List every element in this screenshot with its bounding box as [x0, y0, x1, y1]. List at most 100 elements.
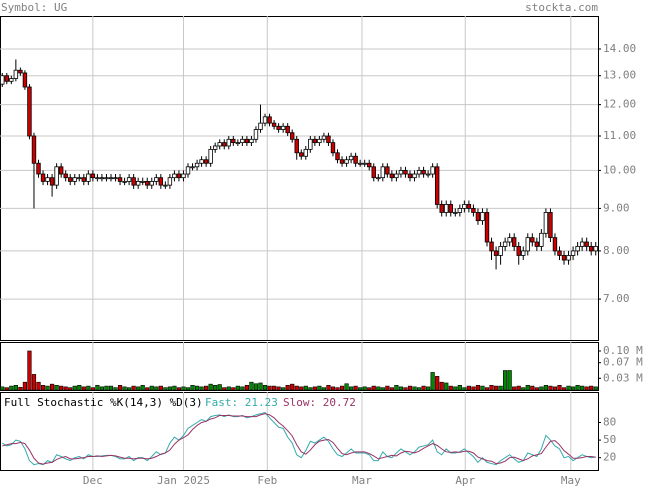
volume-bar: [9, 385, 14, 391]
indicator-line: [2, 413, 596, 465]
volume-bar: [117, 385, 123, 391]
candle-body: [308, 138, 313, 150]
y-tick-label: 0.03 M: [603, 371, 643, 384]
x-tick-label: Dec: [83, 474, 103, 486]
candle-body: [117, 177, 123, 182]
x-tick-label: Mar: [352, 474, 372, 486]
volume-bar: [59, 385, 64, 391]
volume-bar: [185, 387, 191, 391]
candle-body: [530, 237, 535, 243]
volume-bar: [140, 385, 145, 391]
candle-body: [376, 177, 381, 180]
y-tick-label: 80: [603, 415, 616, 428]
y-tick-label: 0.07 M: [603, 356, 643, 369]
candle-body: [371, 166, 376, 179]
candle-body: [203, 159, 209, 164]
volume-bar: [131, 385, 136, 391]
candle-body: [126, 177, 132, 182]
candle-body: [511, 237, 517, 247]
volume-bar: [40, 385, 46, 391]
candle-body: [344, 159, 349, 164]
candle-body: [521, 250, 526, 256]
volume-bar: [593, 386, 598, 391]
candle-body: [403, 169, 408, 175]
volume-bar: [575, 385, 580, 391]
volume-bar: [27, 350, 32, 391]
y-tick-label: 10.00: [603, 163, 636, 176]
candle-body: [552, 237, 558, 252]
volume-bar: [493, 385, 499, 391]
candle-body: [36, 162, 41, 175]
volume-bar: [552, 386, 558, 391]
candle-body: [557, 250, 562, 256]
candle-body: [489, 241, 494, 252]
candle-body: [385, 166, 390, 175]
candle-body: [72, 177, 77, 182]
volume-bar: [163, 387, 168, 391]
candle-body: [566, 255, 571, 261]
candle-body: [579, 241, 585, 247]
panel-frame: [0, 392, 599, 471]
y-tick-label: 13.00: [603, 69, 636, 82]
volume-bar: [267, 385, 272, 391]
candle-body: [176, 173, 182, 179]
volume-bar: [54, 385, 59, 391]
candle-body: [258, 122, 263, 130]
volume-bar: [371, 385, 376, 391]
candle-body: [99, 177, 105, 180]
candle-body: [471, 208, 476, 213]
panel-frame: [0, 342, 599, 391]
volume-bar: [557, 385, 562, 391]
volume-bar: [127, 387, 132, 391]
volume-bar: [584, 386, 589, 391]
volume-bar: [136, 386, 141, 391]
candle-body: [167, 177, 173, 186]
candle-body: [466, 204, 472, 209]
y-tick-label: 11.00: [603, 129, 636, 142]
candle-body: [81, 177, 87, 182]
volume-bar: [172, 385, 177, 391]
candle-body: [240, 138, 245, 144]
volume-bar: [95, 385, 100, 391]
candle-body: [4, 75, 9, 82]
candle-body: [430, 166, 435, 175]
candle-body: [326, 135, 331, 144]
candle-body: [49, 177, 55, 186]
y-tick-label: 8.00: [603, 244, 630, 257]
candle-body: [135, 180, 141, 186]
candle-body: [312, 138, 318, 144]
candle-body: [231, 138, 236, 144]
volume-bar: [317, 385, 322, 391]
candle-body: [525, 237, 530, 252]
candle-body: [457, 208, 463, 213]
candle-body: [484, 212, 490, 243]
candle-body: [539, 232, 544, 247]
volume-bar: [235, 385, 240, 391]
volume-bar: [31, 374, 37, 391]
volume-bar: [99, 386, 105, 391]
volume-bar: [543, 385, 549, 391]
candle-body: [86, 173, 91, 182]
volume-bar: [589, 385, 594, 391]
volume-bar: [167, 386, 172, 391]
candle-body: [249, 138, 254, 144]
candle-body: [108, 177, 114, 180]
volume-bar: [18, 386, 23, 391]
volume-bar: [358, 387, 363, 391]
volume-bar: [271, 385, 277, 391]
candle-body: [434, 166, 440, 205]
candle-body: [68, 177, 73, 182]
volume-bar: [217, 384, 222, 391]
candle-body: [149, 180, 154, 186]
candle-body: [303, 148, 308, 157]
candle-body: [448, 204, 453, 213]
candle-body: [444, 204, 449, 213]
candle-body: [348, 155, 354, 161]
volume-bar: [457, 385, 462, 391]
volume-bar: [258, 382, 263, 391]
volume-bar: [453, 386, 458, 391]
volume-bar: [145, 387, 150, 391]
volume-bar: [4, 387, 9, 391]
volume-bar: [426, 386, 431, 391]
